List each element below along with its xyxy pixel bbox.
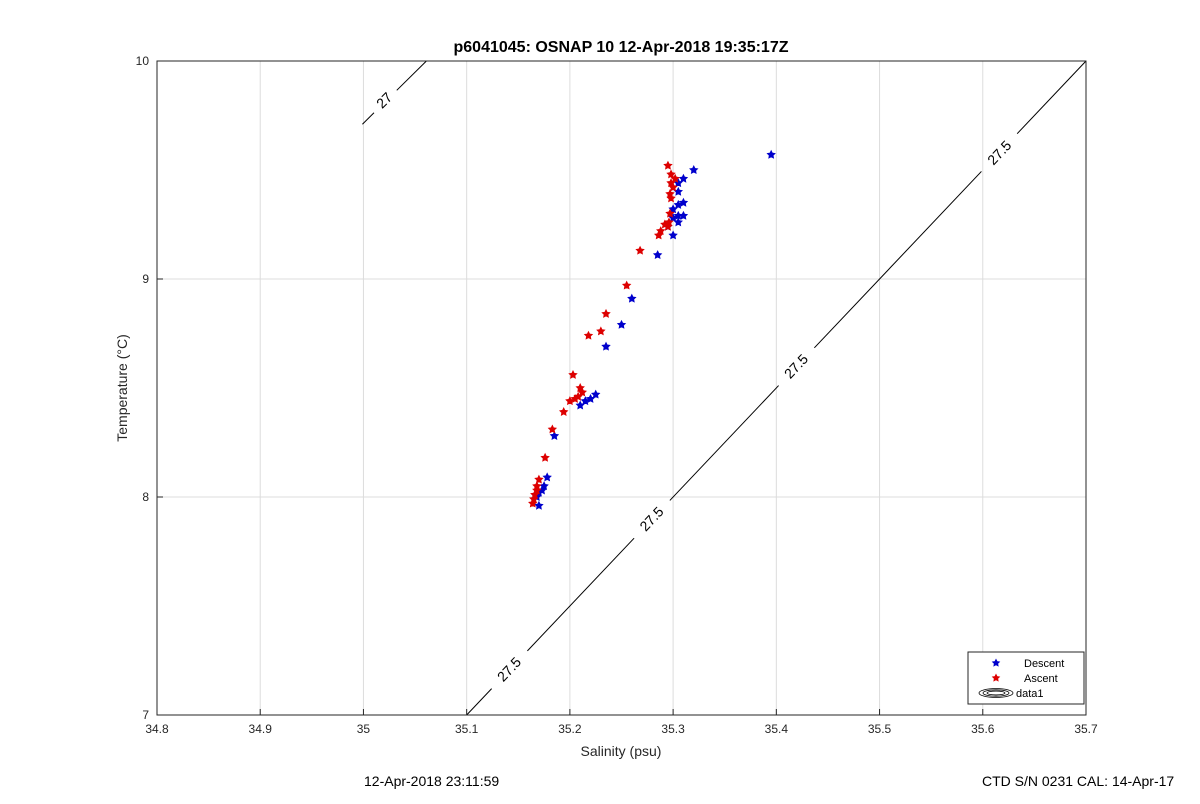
density-contour-line — [527, 537, 635, 652]
descent-point — [575, 400, 585, 410]
y-axis-label: Temperature (°C) — [114, 334, 130, 442]
density-contours: 27 27.5 27.5 27.5 27.5 — [362, 60, 1087, 716]
ascent-point — [653, 230, 664, 240]
descent-point — [616, 319, 627, 329]
legend: Descent Ascent data1 — [967, 651, 1085, 705]
x-tick-label: 35.5 — [868, 722, 892, 736]
density-contour-label: 27.5 — [636, 503, 667, 534]
axes-box — [156, 60, 1087, 716]
y-tick-label: 8 — [142, 490, 149, 504]
x-tick-label: 34.9 — [249, 722, 273, 736]
ascent-point — [666, 193, 676, 203]
y-tick-label: 10 — [136, 54, 150, 68]
ascent-point — [568, 369, 578, 379]
descent-point — [534, 500, 544, 510]
chart-title: p6041045: OSNAP 10 12-Apr-2018 19:35:17Z — [454, 39, 789, 56]
ascent-point — [621, 280, 632, 290]
ascent-point — [565, 396, 575, 406]
grid-lines — [156, 60, 1087, 716]
descent-point — [673, 178, 683, 188]
descent-point — [689, 165, 699, 175]
legend-ascent-marker — [991, 673, 1001, 682]
ascent-point — [577, 387, 587, 397]
ascent-point — [547, 424, 558, 434]
x-tick-label: 35.7 — [1074, 722, 1098, 736]
ascent-point — [601, 308, 611, 318]
x-tick-label: 35.3 — [661, 722, 685, 736]
ascent-point — [663, 221, 673, 231]
ascent-point — [540, 452, 550, 462]
descent-point — [542, 472, 552, 482]
y-tick-label: 7 — [142, 708, 149, 722]
y-tick-label: 9 — [142, 272, 149, 286]
x-tick-label: 34.8 — [145, 722, 169, 736]
descent-point — [580, 396, 591, 406]
density-contour-line — [1016, 60, 1087, 135]
descent-point — [590, 389, 601, 399]
footer-timestamp: 12-Apr-2018 23:11:59 — [364, 773, 500, 789]
density-contour-line — [362, 112, 375, 125]
footer-ctd-calibration: CTD S/N 0231 CAL: 14-Apr-17 — [982, 773, 1175, 789]
x-axis-label: Salinity (psu) — [581, 743, 662, 759]
descent-point — [668, 213, 678, 222]
ascent-point — [528, 498, 538, 508]
legend-descent-label: Descent — [1024, 658, 1064, 670]
ascent-point — [666, 169, 676, 179]
ascent-point — [668, 182, 678, 192]
density-contour-label: 27 — [373, 89, 395, 111]
descent-point — [673, 217, 683, 227]
descent-point — [601, 341, 611, 351]
ascent-point — [558, 407, 569, 416]
descent-point — [678, 173, 689, 183]
descent-point — [652, 250, 663, 260]
density-contour-line — [466, 688, 493, 716]
ascent-point — [534, 474, 544, 484]
legend-data1-contour-icon — [978, 688, 1014, 698]
data-points — [528, 149, 776, 510]
descent-point — [673, 186, 683, 196]
axis-ticks: 34.8 34.9 35 35.1 35.2 35.3 35.4 35.5 35.6 35.7 7 8… — [136, 54, 1098, 736]
density-contour-line — [814, 171, 982, 349]
x-tick-label: 35 — [357, 722, 371, 736]
density-contour-label: 27.5 — [781, 351, 812, 382]
density-contour-label: 27.5 — [984, 137, 1015, 168]
x-tick-label: 35.6 — [971, 722, 995, 736]
ascent-point — [665, 208, 675, 218]
ascent-point — [583, 330, 594, 340]
x-tick-label: 35.2 — [558, 722, 582, 736]
ascent-point — [663, 160, 673, 170]
descent-point — [766, 149, 776, 159]
density-contour-line — [396, 60, 427, 91]
x-tick-label: 35.1 — [455, 722, 479, 736]
density-contour-line — [669, 385, 779, 501]
descent-point — [627, 293, 637, 303]
ascent-point — [596, 326, 606, 336]
ascent-point — [670, 173, 680, 183]
density-contour-label: 27.5 — [494, 654, 525, 685]
descent-point — [668, 204, 678, 214]
descent-point — [549, 431, 560, 440]
x-tick-label: 35.4 — [765, 722, 789, 736]
ascent-point — [635, 245, 645, 255]
legend-descent-marker — [991, 658, 1001, 667]
legend-data1-label: data1 — [1016, 688, 1044, 700]
legend-ascent-label: Ascent — [1024, 673, 1058, 685]
descent-point — [673, 199, 683, 209]
descent-point — [668, 230, 678, 240]
